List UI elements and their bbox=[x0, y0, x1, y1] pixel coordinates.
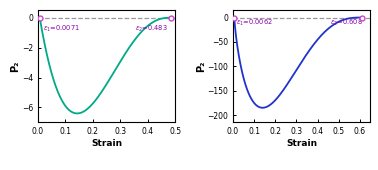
X-axis label: Strain: Strain bbox=[91, 139, 122, 148]
Text: (b): (b) bbox=[293, 169, 311, 170]
Text: $\varepsilon_2$=0.483: $\varepsilon_2$=0.483 bbox=[135, 24, 167, 34]
X-axis label: Strain: Strain bbox=[286, 139, 317, 148]
Y-axis label: P₂: P₂ bbox=[196, 61, 206, 72]
Text: (a): (a) bbox=[98, 169, 115, 170]
Y-axis label: P₂: P₂ bbox=[10, 61, 20, 72]
Text: $\varepsilon_2$=0.608: $\varepsilon_2$=0.608 bbox=[330, 18, 363, 28]
Text: $\varepsilon_1$=0.0062: $\varepsilon_1$=0.0062 bbox=[236, 18, 273, 28]
Text: $\varepsilon_1$=0.0071: $\varepsilon_1$=0.0071 bbox=[42, 24, 79, 34]
